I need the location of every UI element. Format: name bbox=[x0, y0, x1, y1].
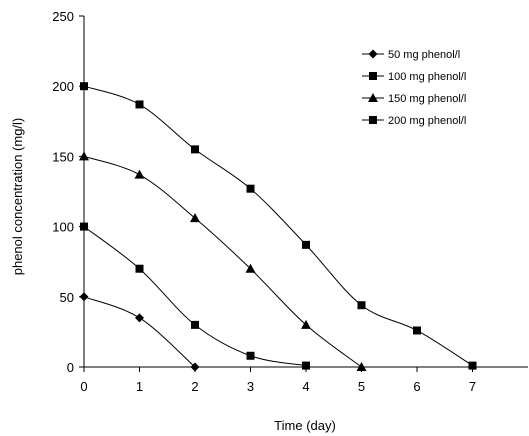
series-4 bbox=[80, 82, 477, 370]
x-tick-label: 1 bbox=[136, 379, 143, 394]
plot-series bbox=[79, 82, 477, 372]
y-tick-label: 100 bbox=[52, 220, 74, 235]
x-tick-label: 6 bbox=[413, 379, 420, 394]
y-axis-label: phenol concentration (mg/l) bbox=[10, 118, 25, 276]
y-tick-label: 200 bbox=[52, 79, 74, 94]
series-line bbox=[83, 85, 473, 367]
legend: 50 mg phenol/l 100 mg phenol/l 150 mg phen… bbox=[362, 49, 466, 127]
data-point bbox=[302, 240, 310, 249]
data-point bbox=[302, 361, 310, 370]
x-tick-label: 5 bbox=[358, 379, 365, 394]
legend-label: 150 mg phenol/l bbox=[388, 93, 466, 105]
x-tick-label: 7 bbox=[469, 379, 476, 394]
data-point bbox=[357, 301, 366, 310]
x-axis-label: Time (day) bbox=[274, 418, 336, 433]
data-point bbox=[191, 145, 199, 154]
data-point bbox=[356, 362, 367, 371]
data-point bbox=[301, 319, 311, 329]
x-axis-ticks: 0 1 2 3 4 5 6 7 bbox=[80, 367, 476, 394]
data-point bbox=[135, 313, 144, 323]
data-point bbox=[79, 151, 89, 161]
series-3 bbox=[79, 151, 367, 371]
legend-item: 100 mg phenol/l bbox=[362, 71, 466, 83]
x-tick-label: 2 bbox=[191, 379, 198, 394]
y-tick-label: 50 bbox=[60, 290, 74, 305]
legend-marker bbox=[368, 49, 378, 59]
axes bbox=[83, 16, 528, 368]
data-point bbox=[413, 326, 421, 335]
y-tick-label: 250 bbox=[52, 9, 74, 24]
legend-label: 200 mg phenol/l bbox=[388, 115, 466, 127]
legend-label: 100 mg phenol/l bbox=[388, 71, 466, 83]
data-point bbox=[80, 82, 88, 91]
data-point bbox=[245, 263, 256, 273]
legend-marker bbox=[369, 116, 377, 124]
series-line bbox=[83, 296, 196, 368]
legend-marker bbox=[369, 72, 377, 80]
legend-item: 50 mg phenol/l bbox=[362, 49, 460, 61]
data-point bbox=[190, 213, 200, 223]
series-2 bbox=[80, 222, 310, 370]
x-tick-label: 3 bbox=[247, 379, 254, 394]
data-point bbox=[80, 222, 88, 231]
data-point bbox=[135, 100, 144, 109]
data-point bbox=[468, 361, 477, 370]
data-point bbox=[246, 351, 255, 360]
data-point bbox=[190, 362, 200, 372]
data-point bbox=[246, 184, 255, 193]
legend-marker bbox=[368, 93, 378, 102]
y-axis-ticks: 0 50 100 150 200 250 bbox=[52, 9, 84, 375]
data-point bbox=[134, 169, 145, 179]
series-line bbox=[83, 155, 362, 368]
data-point bbox=[135, 264, 144, 273]
data-point bbox=[191, 320, 199, 329]
series-1 bbox=[79, 292, 200, 372]
data-point bbox=[79, 292, 89, 302]
x-tick-label: 0 bbox=[80, 379, 87, 394]
series-line bbox=[83, 226, 307, 367]
legend-item: 200 mg phenol/l bbox=[362, 115, 466, 127]
legend-label: 50 mg phenol/l bbox=[388, 49, 460, 61]
y-tick-label: 0 bbox=[67, 360, 74, 375]
legend-item: 150 mg phenol/l bbox=[362, 93, 466, 105]
y-tick-label: 150 bbox=[52, 149, 74, 164]
x-tick-label: 4 bbox=[302, 379, 309, 394]
